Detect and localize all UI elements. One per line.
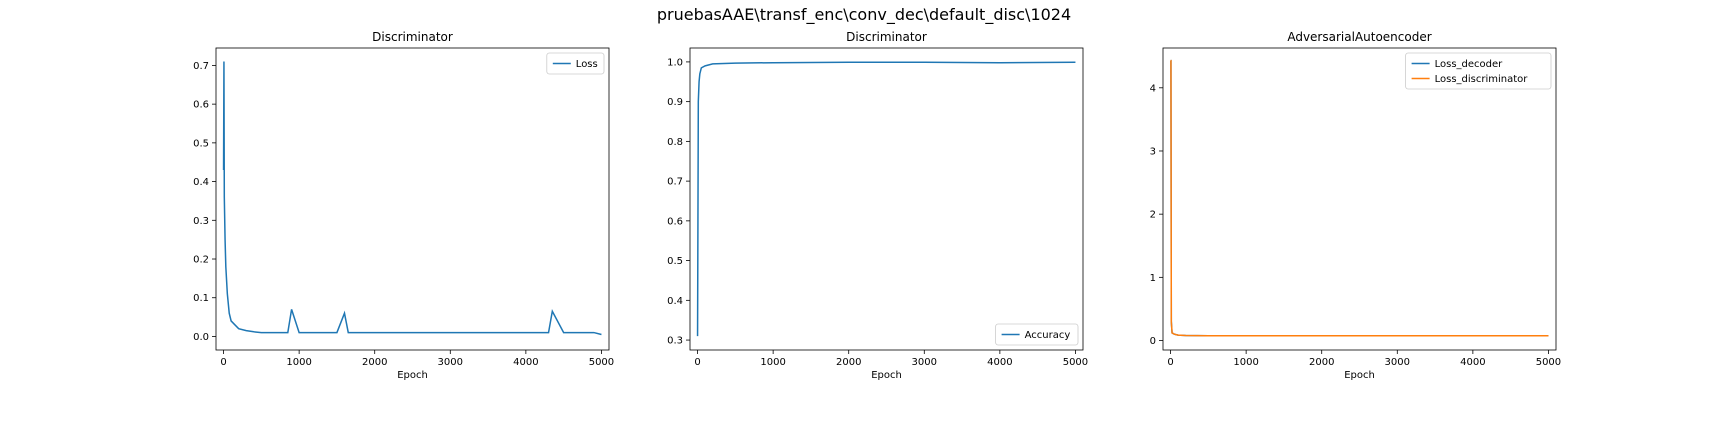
x-tick-label: 3000 [438, 357, 463, 368]
y-tick-label: 0.5 [667, 256, 683, 267]
x-tick-label: 2000 [836, 357, 861, 368]
legend-label: Loss_decoder [1435, 59, 1504, 70]
legend: Accuracy [995, 323, 1079, 346]
y-tick-label: 4 [1150, 83, 1156, 94]
series-line-1 [1170, 59, 1549, 337]
y-tick-label: 1.0 [667, 57, 683, 68]
x-tick-label: 5000 [589, 357, 614, 368]
x-tick-label: 1000 [286, 357, 311, 368]
subplot-title: Discriminator [846, 30, 927, 44]
y-tick-label: 3 [1150, 146, 1156, 157]
legend: Loss_decoder Loss_discriminator [1405, 52, 1552, 90]
series-line-1 [222, 61, 602, 336]
x-tick-label: 2000 [1309, 357, 1334, 368]
subplot-title: Discriminator [372, 30, 453, 44]
x-tick-label: 0 [694, 357, 700, 368]
legend-frame [995, 323, 1079, 346]
y-tick-label: 0.7 [667, 177, 683, 188]
legend-label: Loss_discriminator [1435, 74, 1529, 85]
x-tick-label: 4000 [1460, 357, 1485, 368]
legend-label: Loss [576, 59, 598, 70]
figure-suptitle: pruebasAAE\transf_enc\conv_dec\default_d… [657, 5, 1071, 25]
x-tick-label: 4000 [987, 357, 1012, 368]
x-tick-label: 1000 [1233, 357, 1258, 368]
x-tick-label: 2000 [362, 357, 387, 368]
y-tick-label: 0.6 [667, 216, 683, 227]
y-tick-label: 0.5 [193, 138, 209, 149]
y-tick-label: 0.7 [193, 61, 209, 72]
x-tick-label: 5000 [1536, 357, 1561, 368]
subplot-title: AdversarialAutoencoder [1287, 30, 1431, 44]
y-tick-label: 0.4 [667, 296, 683, 307]
x-tick-label: 4000 [513, 357, 538, 368]
legend-frame [546, 52, 605, 75]
y-tick-label: 0.6 [193, 100, 209, 111]
x-tick-label: 0 [220, 357, 226, 368]
y-tick-label: 0.3 [193, 216, 209, 227]
y-tick-label: 0.0 [193, 332, 209, 343]
y-tick-label: 0.8 [667, 137, 683, 148]
x-axis-label: Epoch [871, 370, 902, 381]
legend: Loss [546, 52, 605, 75]
x-tick-label: 5000 [1063, 357, 1088, 368]
x-tick-label: 3000 [1385, 357, 1410, 368]
x-tick-label: 0 [1167, 357, 1173, 368]
axes-frame [215, 47, 610, 351]
y-tick-label: 0.2 [193, 255, 209, 266]
x-tick-label: 3000 [912, 357, 937, 368]
axes-frame [1162, 47, 1557, 351]
subplot-2: Discriminator 0 1000 2000 3000 4000 5000 0.3 0.4… [667, 30, 1088, 381]
y-tick-label: 0.1 [193, 293, 209, 304]
series-line-2 [1170, 59, 1549, 337]
y-tick-label: 0 [1150, 336, 1156, 347]
y-tick-label: 0.3 [667, 336, 683, 347]
subplot-3: AdversarialAutoencoder 0 1000 2000 3000 4000 5… [1150, 30, 1562, 381]
x-axis-label: Epoch [1344, 370, 1375, 381]
subplot-1: Discriminator 0 1000 2000 3000 4000 5000 0.0 0.1… [193, 30, 614, 381]
x-axis-label: Epoch [397, 370, 428, 381]
legend-label: Accuracy [1025, 330, 1071, 341]
x-tick-label: 1000 [760, 357, 785, 368]
y-tick-label: 0.9 [667, 97, 683, 108]
y-tick-label: 0.4 [193, 177, 209, 188]
axes-frame [689, 47, 1084, 351]
y-tick-label: 1 [1150, 273, 1156, 284]
legend-frame [1405, 52, 1552, 90]
series-line-1 [696, 61, 1076, 337]
y-tick-label: 2 [1150, 210, 1156, 221]
